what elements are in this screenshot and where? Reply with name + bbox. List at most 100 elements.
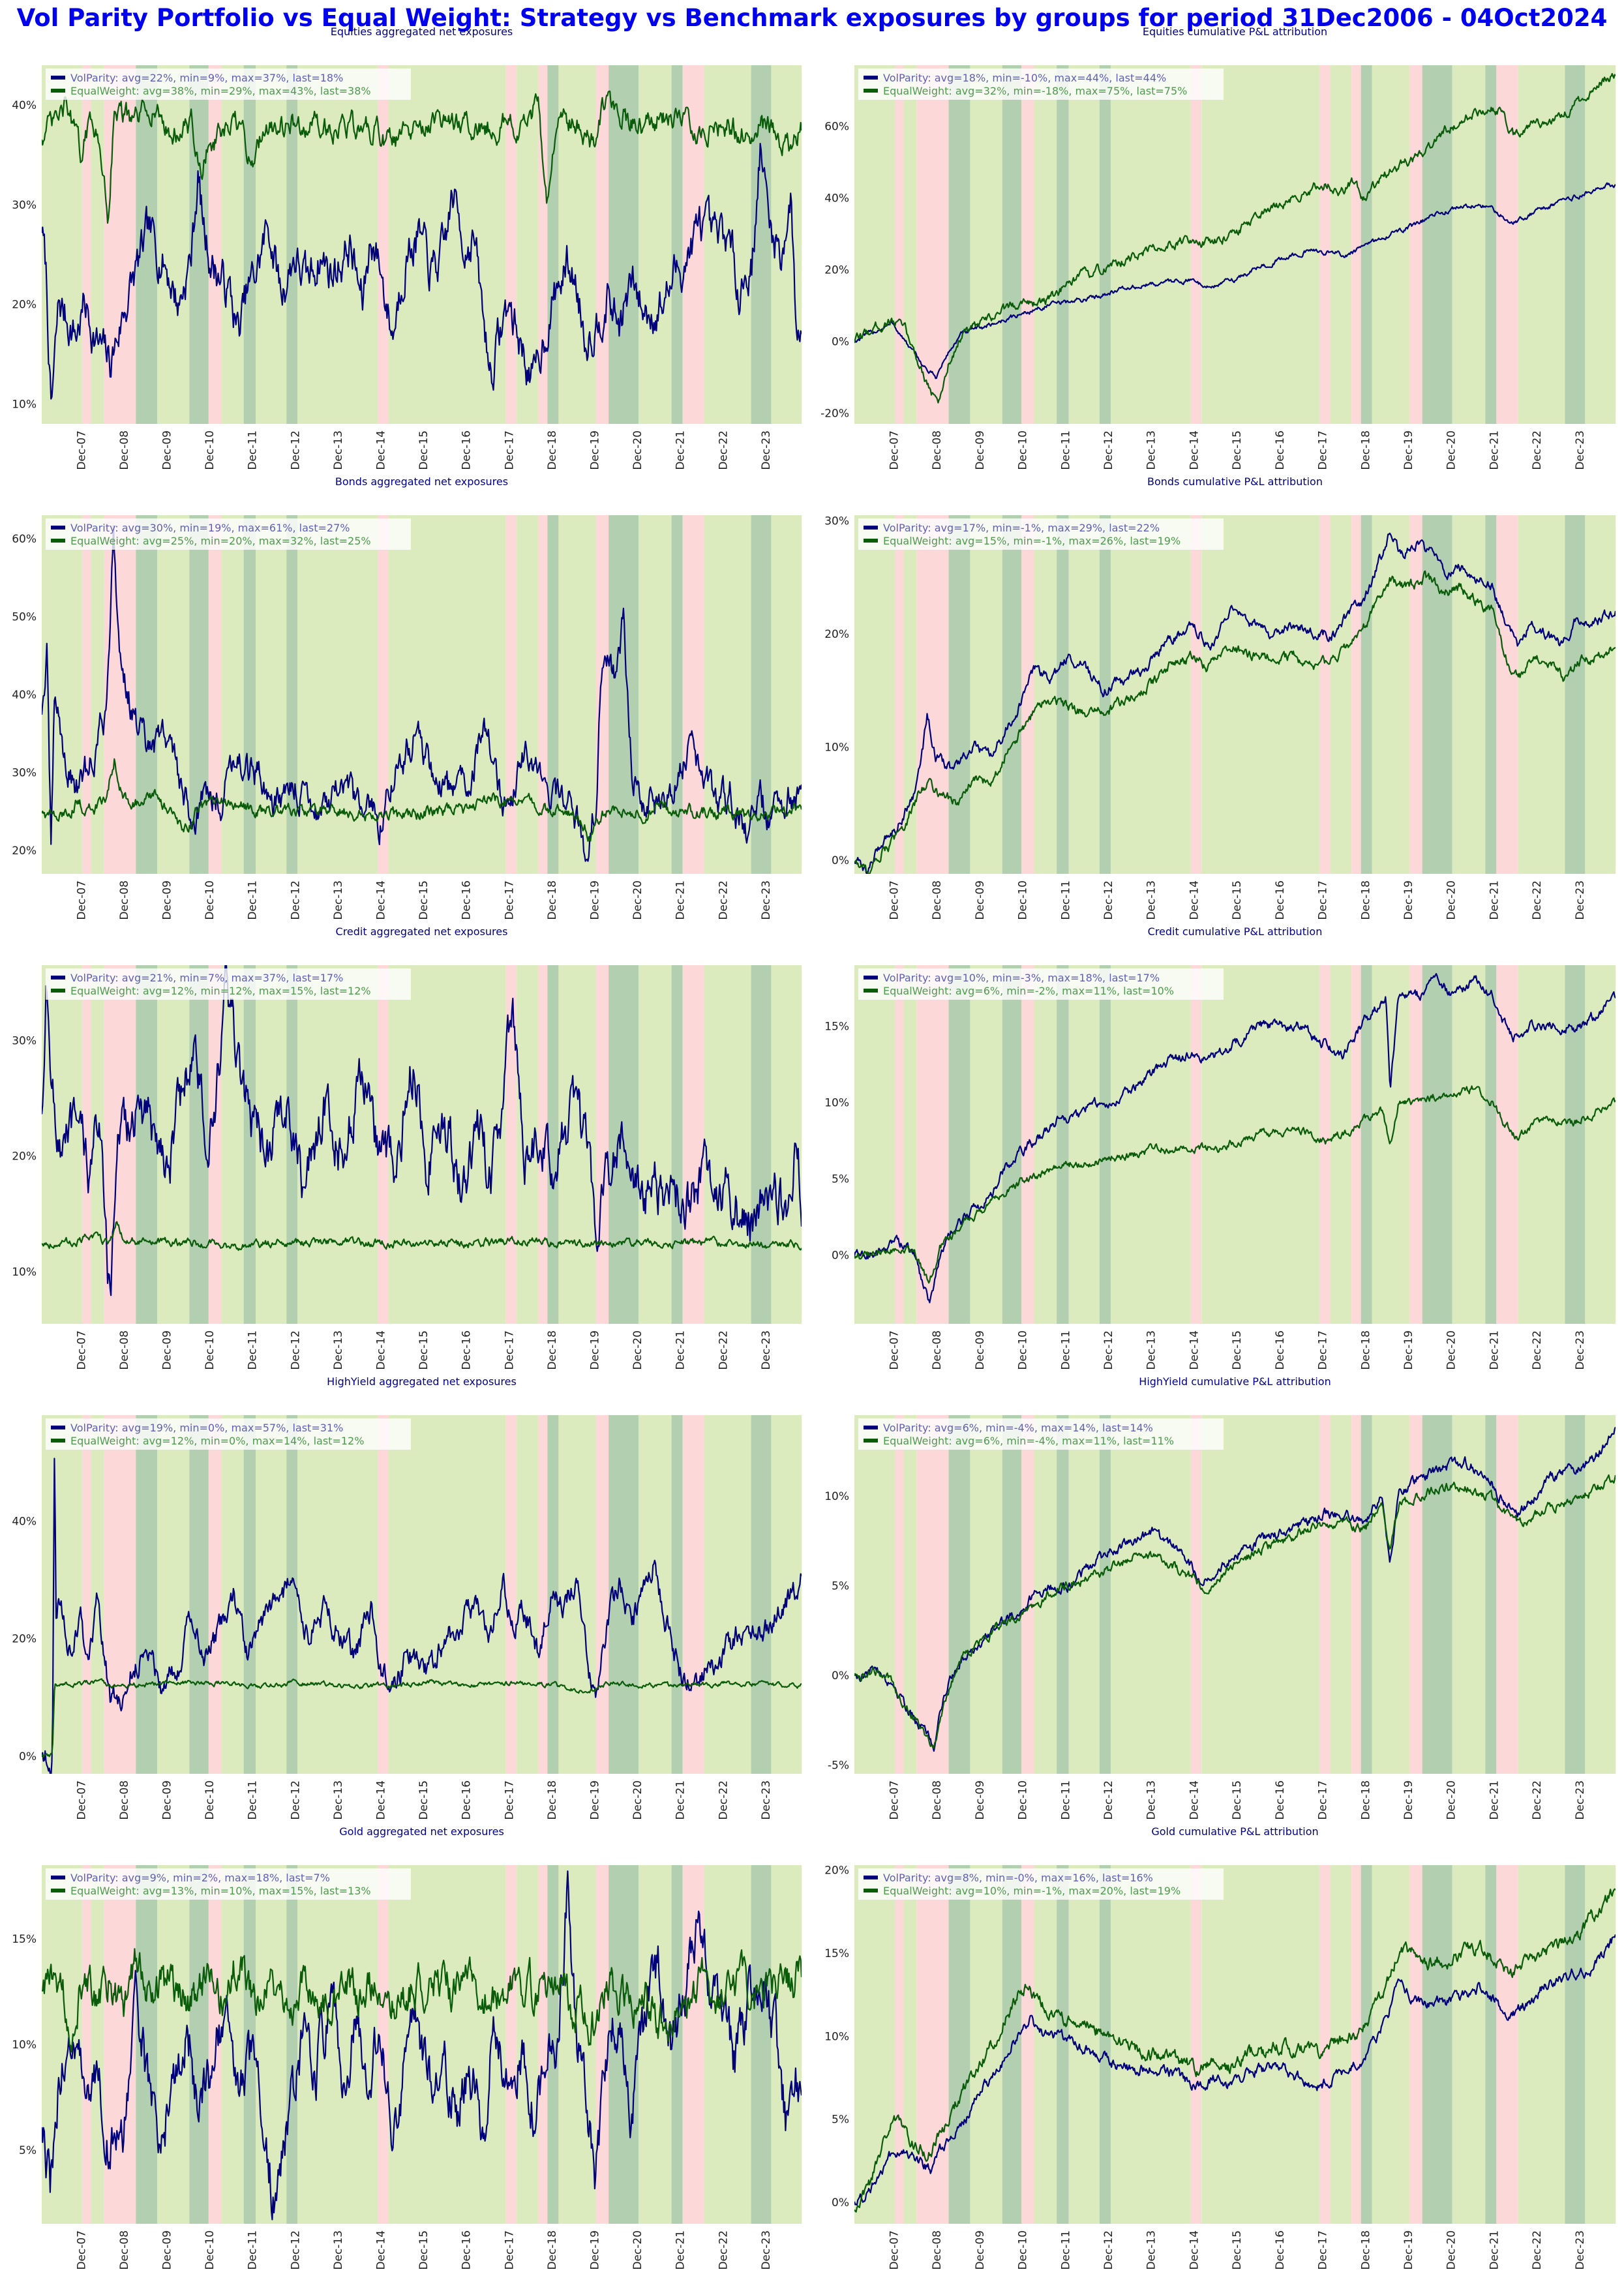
x-tick-label: Dec-19 [1402,430,1415,470]
regime-band [208,515,222,874]
regime-band [1190,65,1202,424]
y-tick-label: 20% [824,1864,849,1878]
regime-band [970,1865,1002,2224]
regime-band [671,65,683,424]
x-tick-label: Dec-17 [503,880,516,920]
regime-band [751,1865,772,2224]
x-tick-label: Dec-10 [203,1330,217,1370]
x-tick-label: Dec-20 [631,430,644,470]
legend-box [858,1868,1224,1900]
x-tick-label: Dec-23 [1574,1780,1587,1820]
x-tick-label: Dec-09 [974,880,987,920]
regime-band [243,965,256,1324]
y-tick-label: 15% [824,1947,849,1960]
y-tick-label: 0% [832,2196,849,2209]
series-line-volparity [42,525,802,862]
regime-band [948,65,970,424]
legend-label: EqualWeight: avg=38%, min=29%, max=43%, … [70,85,371,97]
regime-band [255,1865,287,2224]
regime-band [639,965,672,1324]
x-tick-label: Dec-17 [1317,880,1330,920]
regime-band [189,1865,209,2224]
regime-band [255,1415,287,1774]
regime-band [377,1865,389,2224]
x-tick-label: Dec-09 [161,2230,174,2270]
x-tick-label: Dec-13 [332,880,345,920]
regime-band [854,965,895,1324]
regime-band [1409,65,1422,424]
regime-band [1034,1415,1057,1774]
x-tick-label: Dec-18 [546,430,559,470]
x-tick-label: Dec-08 [118,1330,131,1370]
regime-band [1565,65,1586,424]
chart-title: HighYield cumulative P&L attribution [1139,1375,1331,1388]
regime-band [1099,1415,1111,1774]
regime-band [771,65,802,424]
regime-band [771,965,802,1324]
regime-band [704,965,751,1324]
regime-band [537,1865,548,2224]
equities-pnl-chart: Equities cumulative P&L attribution -20% 0… [820,25,1616,470]
chart-legend: VolParity: avg=22%, min=9%, max=37%, las… [46,68,411,100]
x-tick-label: Dec-21 [674,430,687,470]
regime-band [517,1415,538,1774]
regime-band [1351,515,1361,874]
regime-band [1110,65,1191,424]
regime-band [1099,1865,1111,2224]
regime-band [1496,1415,1518,1774]
gold-exposure-chart: Gold aggregated net exposures 5% 10% 15% Dec… [12,1825,802,2270]
x-tick-label: Dec-11 [1059,880,1072,920]
series-line-volparity [42,965,802,1296]
regime-band [1002,965,1022,1324]
x-tick-label: Dec-22 [1531,2230,1544,2270]
x-tick-label: Dec-09 [161,1780,174,1820]
regime-band [1057,65,1069,424]
y-tick-label: 5% [19,2144,37,2157]
regime-band [1068,1415,1100,1774]
legend-label: VolParity: avg=21%, min=7%, max=37%, las… [70,972,343,984]
regime-band [1021,1865,1034,2224]
regime-band [903,65,917,424]
regime-band [104,1415,136,1774]
regime-band [1034,515,1057,874]
legend-label: EqualWeight: avg=32%, min=-18%, max=75%,… [883,85,1187,97]
x-tick-label: Dec-10 [1017,880,1030,920]
x-tick-label: Dec-12 [289,2230,302,2270]
regime-band [948,1415,970,1774]
regime-band [208,1415,222,1774]
regime-band [948,965,970,1324]
regime-band [1372,1415,1409,1774]
regime-band [388,65,506,424]
regime-band [671,965,683,1324]
x-tick-label: Dec-09 [974,2230,987,2270]
chart-title: Credit aggregated net exposures [336,925,508,938]
series-line-volparity [854,532,1616,874]
regime-band [42,1415,83,1774]
regime-band [1452,65,1486,424]
series-line-volparity [42,1870,802,2221]
regime-band [82,65,91,424]
legend-label: EqualWeight: avg=12%, min=12%, max=15%, … [70,985,371,997]
y-tick-label: 10% [824,741,849,755]
x-tick-label: Dec-09 [161,1330,174,1370]
chart-legend: VolParity: avg=6%, min=-4%, max=14%, las… [858,1418,1224,1450]
x-tick-label: Dec-20 [1445,880,1458,920]
y-tick-label: 30% [12,199,37,212]
regime-band [136,65,158,424]
regime-band [1190,965,1202,1324]
regime-band [609,65,639,424]
regime-band [671,1865,683,2224]
y-tick-label: 30% [12,767,37,780]
x-tick-label: Dec-14 [375,2230,388,2270]
regime-band [208,65,222,424]
x-tick-label: Dec-21 [1488,1780,1501,1820]
regime-band [595,65,609,424]
series-line-volparity [42,1458,802,1774]
x-tick-label: Dec-07 [75,430,88,470]
regime-band [682,1415,704,1774]
regime-band [948,1865,970,2224]
regime-band [1518,65,1565,424]
x-tick-label: Dec-07 [888,1330,901,1370]
regime-band [1361,965,1372,1324]
x-tick-label: Dec-08 [931,2230,944,2270]
